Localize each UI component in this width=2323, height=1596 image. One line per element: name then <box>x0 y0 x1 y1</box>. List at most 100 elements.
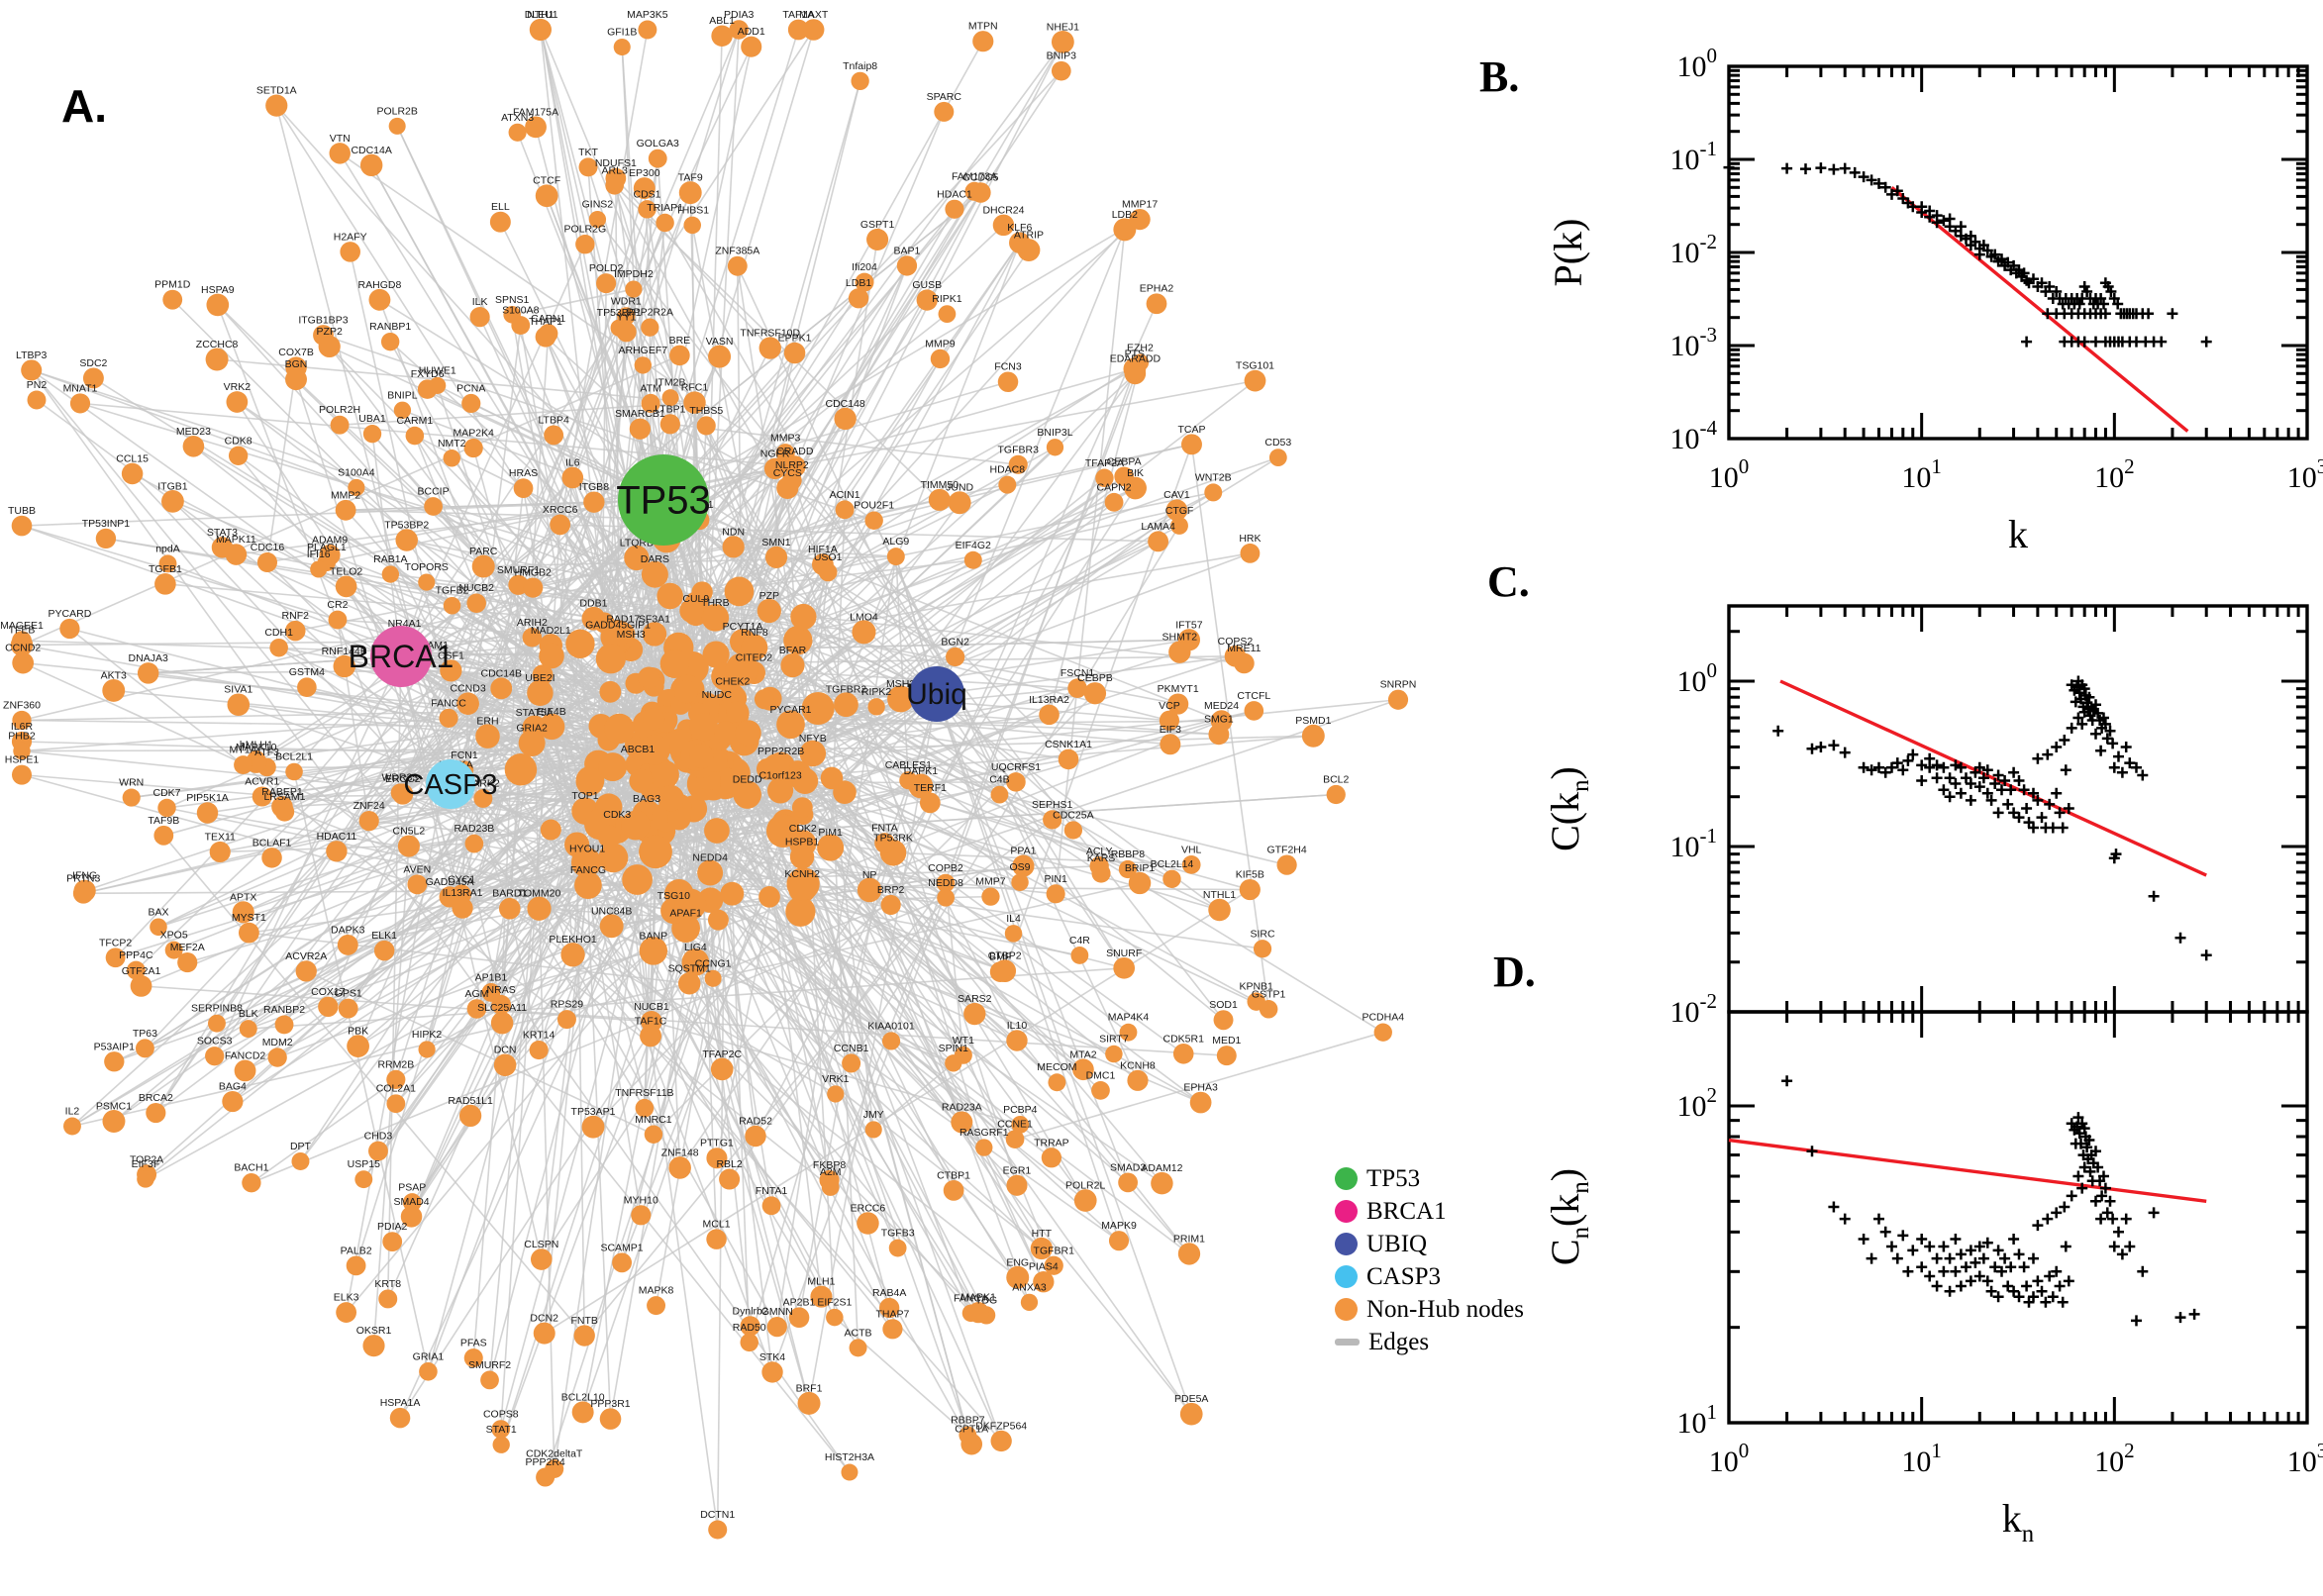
svg-text:TGFBR2: TGFBR2 <box>826 684 867 696</box>
svg-text:WT1: WT1 <box>953 1035 974 1047</box>
svg-text:VHL: VHL <box>1181 844 1202 855</box>
svg-text:DARS: DARS <box>641 553 669 565</box>
svg-text:BIK: BIK <box>1127 467 1144 479</box>
svg-text:NP: NP <box>862 869 877 881</box>
svg-text:PDE5A: PDE5A <box>1174 1393 1208 1405</box>
svg-text:KPNB1: KPNB1 <box>1239 981 1273 993</box>
svg-text:PCNA: PCNA <box>456 382 485 394</box>
legend-item-edges: Edges <box>1335 1329 1524 1355</box>
legend-label: Non-Hub nodes <box>1366 1295 1525 1323</box>
svg-text:BCL2L1: BCL2L1 <box>275 750 313 762</box>
svg-text:CCND3: CCND3 <box>451 683 486 695</box>
svg-text:SIRT7: SIRT7 <box>1099 1034 1129 1046</box>
svg-text:BNIP3L: BNIP3L <box>1037 427 1072 439</box>
svg-text:TEX11: TEX11 <box>205 831 236 843</box>
svg-text:MSH2: MSH2 <box>886 678 915 690</box>
svg-text:UNC84B: UNC84B <box>591 905 632 917</box>
svg-text:MDM2: MDM2 <box>262 1037 293 1048</box>
svg-text:SPARC: SPARC <box>927 91 962 103</box>
svg-text:ERCC2: ERCC2 <box>385 773 421 785</box>
svg-text:MTA2: MTA2 <box>1069 1048 1096 1060</box>
svg-text:EDARADD: EDARADD <box>1110 352 1162 364</box>
svg-text:FNTA1: FNTA1 <box>756 1185 788 1197</box>
svg-text:BGN: BGN <box>285 358 308 370</box>
svg-text:BLK: BLK <box>239 1008 258 1020</box>
svg-text:PIP5K1A: PIP5K1A <box>186 792 229 804</box>
svg-text:DDB1: DDB1 <box>579 598 607 610</box>
svg-text:RABEP1: RABEP1 <box>261 786 303 798</box>
svg-text:EIF2S1: EIF2S1 <box>817 1297 852 1309</box>
svg-text:ELK3: ELK3 <box>334 1292 359 1304</box>
svg-text:CHEK2: CHEK2 <box>715 675 750 687</box>
svg-text:CCL15: CCL15 <box>116 452 149 464</box>
svg-text:SHMT2: SHMT2 <box>1162 632 1198 644</box>
svg-text:USO1: USO1 <box>814 551 843 563</box>
svg-text:SMURF1: SMURF1 <box>497 564 540 576</box>
svg-text:HIF1A: HIF1A <box>808 544 838 555</box>
svg-text:CDK8: CDK8 <box>225 435 252 447</box>
svg-text:RPS29: RPS29 <box>551 999 583 1011</box>
svg-text:PPP4C: PPP4C <box>119 949 153 961</box>
svg-text:GRIA2: GRIA2 <box>516 722 548 734</box>
svg-text:PFAS: PFAS <box>460 1338 487 1349</box>
svg-text:AP2B1: AP2B1 <box>783 1297 816 1309</box>
svg-text:ADAM12: ADAM12 <box>1141 1162 1182 1174</box>
svg-text:NDN: NDN <box>722 526 745 538</box>
svg-text:BAG3: BAG3 <box>633 793 660 805</box>
svg-text:EP300: EP300 <box>629 167 660 179</box>
svg-text:IL2: IL2 <box>65 1105 80 1117</box>
legend: TP53 BRCA1 UBIQ CASP3 Non-Hub nodes Edge… <box>1335 1165 1525 1355</box>
svg-text:CCNG1: CCNG1 <box>695 957 732 969</box>
svg-text:YY1: YY1 <box>617 311 637 323</box>
svg-text:NEDD8: NEDD8 <box>928 877 963 889</box>
svg-text:ERH: ERH <box>476 716 498 728</box>
svg-text:CCNE1: CCNE1 <box>997 1119 1033 1131</box>
svg-text:COPS2: COPS2 <box>1218 636 1254 648</box>
svg-text:CDK3: CDK3 <box>603 809 631 821</box>
svg-text:MAPK10: MAPK10 <box>236 742 277 753</box>
svg-text:npdA: npdA <box>155 543 180 554</box>
svg-text:S100A4: S100A4 <box>338 466 375 478</box>
svg-text:FAM175A: FAM175A <box>513 106 558 118</box>
svg-text:RNF144B: RNF144B <box>322 646 367 657</box>
svg-text:BMF: BMF <box>989 951 1011 963</box>
svg-text:P(k): P(k) <box>1546 219 1590 287</box>
svg-text:k: k <box>2008 512 2028 556</box>
svg-text:PCBP4: PCBP4 <box>1003 1104 1038 1116</box>
svg-text:A2M: A2M <box>820 1166 842 1178</box>
svg-text:C4R: C4R <box>1069 935 1090 947</box>
svg-text:SMARCB1: SMARCB1 <box>615 408 665 420</box>
legend-item-tp53: TP53 <box>1335 1165 1524 1192</box>
svg-text:RAD51L1: RAD51L1 <box>448 1095 493 1107</box>
hub-tp53-label: TP53 <box>616 479 711 523</box>
svg-text:C(kn): C(kn) <box>1543 766 1594 851</box>
svg-text:SERPINB8: SERPINB8 <box>191 1003 243 1015</box>
svg-text:ERCC6: ERCC6 <box>851 1203 886 1215</box>
svg-text:102: 102 <box>2094 454 2135 494</box>
svg-text:CYCS: CYCS <box>773 467 802 479</box>
svg-text:BNIPL: BNIPL <box>387 389 418 401</box>
svg-text:OKSR1: OKSR1 <box>356 1325 392 1337</box>
svg-text:HRK: HRK <box>1239 533 1261 545</box>
svg-text:VRK1: VRK1 <box>822 1073 850 1085</box>
svg-text:RAB4A: RAB4A <box>872 1287 906 1299</box>
svg-text:TP53INP1: TP53INP1 <box>82 518 131 530</box>
svg-text:CSF1: CSF1 <box>438 649 464 661</box>
svg-text:DAPK1: DAPK1 <box>904 765 939 777</box>
svg-text:SMG1: SMG1 <box>1204 714 1234 726</box>
svg-text:RASGRF1: RASGRF1 <box>960 1127 1009 1139</box>
fit-line <box>1779 679 2207 877</box>
svg-text:CCDC5: CCDC5 <box>962 172 998 184</box>
svg-text:CDC14A: CDC14A <box>351 145 391 156</box>
svg-text:TOP1: TOP1 <box>571 790 598 802</box>
svg-text:MMP7: MMP7 <box>975 876 1005 888</box>
svg-text:UQCRFS1: UQCRFS1 <box>991 761 1041 773</box>
svg-text:TKT: TKT <box>578 147 598 158</box>
svg-text:GUSB: GUSB <box>912 279 942 291</box>
svg-text:RBBP8: RBBP8 <box>1111 848 1146 860</box>
svg-text:PSMC1: PSMC1 <box>96 1101 132 1113</box>
svg-text:BARD1: BARD1 <box>492 888 527 900</box>
svg-text:10-4: 10-4 <box>1670 416 1718 455</box>
